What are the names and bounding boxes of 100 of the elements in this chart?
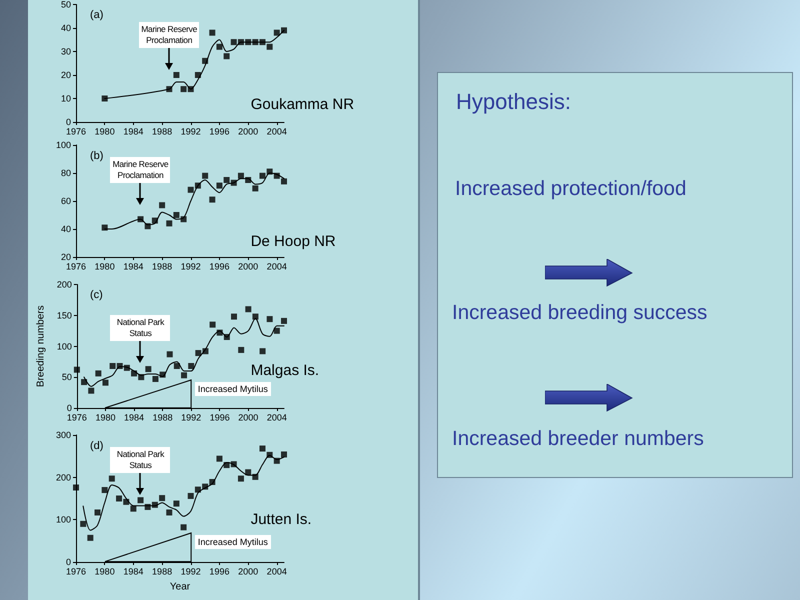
annotation: (a) — [90, 9, 104, 21]
point — [87, 534, 94, 541]
x-tick-label: 1992 — [181, 412, 202, 422]
x-tick-label: 2000 — [238, 566, 258, 576]
point — [108, 476, 115, 482]
y-tick-label: 30 — [60, 46, 71, 56]
annotation: Increased Mytilus — [194, 382, 271, 396]
annotation: National Park Status — [110, 446, 170, 473]
text: Increased breeder numbers — [452, 427, 704, 451]
point — [252, 185, 258, 192]
point — [88, 388, 94, 394]
y-tick-label: 40 — [60, 23, 71, 33]
point — [266, 44, 273, 50]
y-tick-label: 80 — [60, 168, 71, 178]
point — [281, 451, 287, 458]
point — [259, 172, 266, 179]
point — [194, 486, 201, 493]
point — [173, 500, 180, 507]
x-tick-label: 1996 — [209, 566, 230, 576]
annotation: Marine Reserve Proclamation — [110, 157, 170, 184]
y-tick-label: 100 — [56, 140, 71, 150]
point — [216, 182, 222, 189]
x-tick-label: 1984 — [124, 412, 144, 422]
x-tick-label: 1988 — [152, 566, 172, 576]
y-tick-label: 200 — [56, 280, 72, 290]
point — [102, 380, 108, 386]
point — [138, 497, 144, 504]
x-tick-label: 1976 — [66, 262, 86, 272]
point — [216, 44, 222, 50]
x-tick-label: 1976 — [66, 126, 86, 136]
point — [252, 314, 258, 320]
point — [230, 39, 237, 46]
point — [166, 351, 173, 358]
point — [238, 346, 244, 353]
y-tick-label: 100 — [56, 341, 72, 352]
point — [74, 366, 80, 373]
point — [266, 316, 273, 322]
y-tick-label: 0 — [66, 403, 72, 413]
x-tick-label: 1984 — [123, 262, 144, 272]
x-tick-label: 2004 — [266, 126, 287, 136]
x-tick-label: 1984 — [123, 566, 144, 576]
point — [274, 328, 280, 334]
point — [180, 524, 187, 530]
x-tick-label: 1976 — [66, 566, 86, 576]
y-axis-title: Breeding numbers — [36, 305, 46, 388]
point — [188, 363, 194, 370]
x-tick-label: 1980 — [94, 566, 115, 576]
annotation: Increased Mytilus — [194, 535, 271, 550]
point — [202, 172, 208, 179]
y-tick-label: 100 — [56, 514, 71, 525]
point — [216, 456, 222, 462]
x-tick-label: 2004 — [266, 566, 287, 576]
x-tick-label: 2000 — [238, 126, 258, 136]
text: Hypothesis: — [456, 89, 571, 115]
annotation: (b) — [90, 150, 104, 162]
point — [80, 520, 86, 527]
annotation: (c) — [90, 289, 103, 301]
point — [224, 53, 230, 60]
x-tick-label: 1988 — [152, 126, 172, 136]
annotation: De Hoop NR — [250, 233, 336, 250]
point — [188, 186, 194, 193]
annotation: National Park Status — [110, 315, 170, 342]
point — [281, 178, 287, 184]
x-tick-label: 1988 — [152, 262, 172, 272]
point — [102, 96, 108, 102]
annotation: Malgas Is. — [250, 362, 320, 379]
point — [110, 363, 116, 370]
point — [174, 363, 180, 370]
point — [274, 30, 280, 36]
x-axis-title: Year — [170, 582, 191, 592]
x-tick-label: 2004 — [266, 262, 287, 272]
point — [188, 492, 194, 499]
point — [209, 30, 216, 36]
point — [94, 509, 101, 516]
y-tick-label: 50 — [60, 0, 71, 10]
point — [166, 220, 172, 226]
point — [145, 366, 152, 372]
x-tick-label: 2000 — [238, 262, 258, 272]
y-tick-label: 200 — [56, 472, 71, 482]
point — [102, 487, 108, 494]
point — [180, 86, 187, 92]
x-tick-label: 1992 — [180, 262, 201, 272]
x-tick-label: 1976 — [66, 412, 87, 422]
point — [195, 350, 202, 356]
y-tick-label: 50 — [62, 372, 72, 382]
y-tick-label: 300 — [56, 430, 71, 440]
x-tick-label: 1984 — [123, 126, 144, 136]
x-tick-label: 1996 — [210, 412, 230, 422]
point — [173, 72, 180, 78]
point — [231, 314, 238, 320]
point — [130, 506, 136, 512]
text: Increased protection/food — [455, 177, 686, 201]
point — [173, 212, 180, 218]
x-tick-label: 1996 — [209, 126, 230, 136]
point — [260, 348, 266, 354]
y-tick-label: 60 — [60, 196, 71, 206]
x-tick-label: 2004 — [266, 412, 287, 422]
y-tick-label: 150 — [56, 310, 72, 320]
x-tick-label: 1980 — [94, 262, 115, 272]
y-tick-label: 40 — [60, 224, 71, 234]
